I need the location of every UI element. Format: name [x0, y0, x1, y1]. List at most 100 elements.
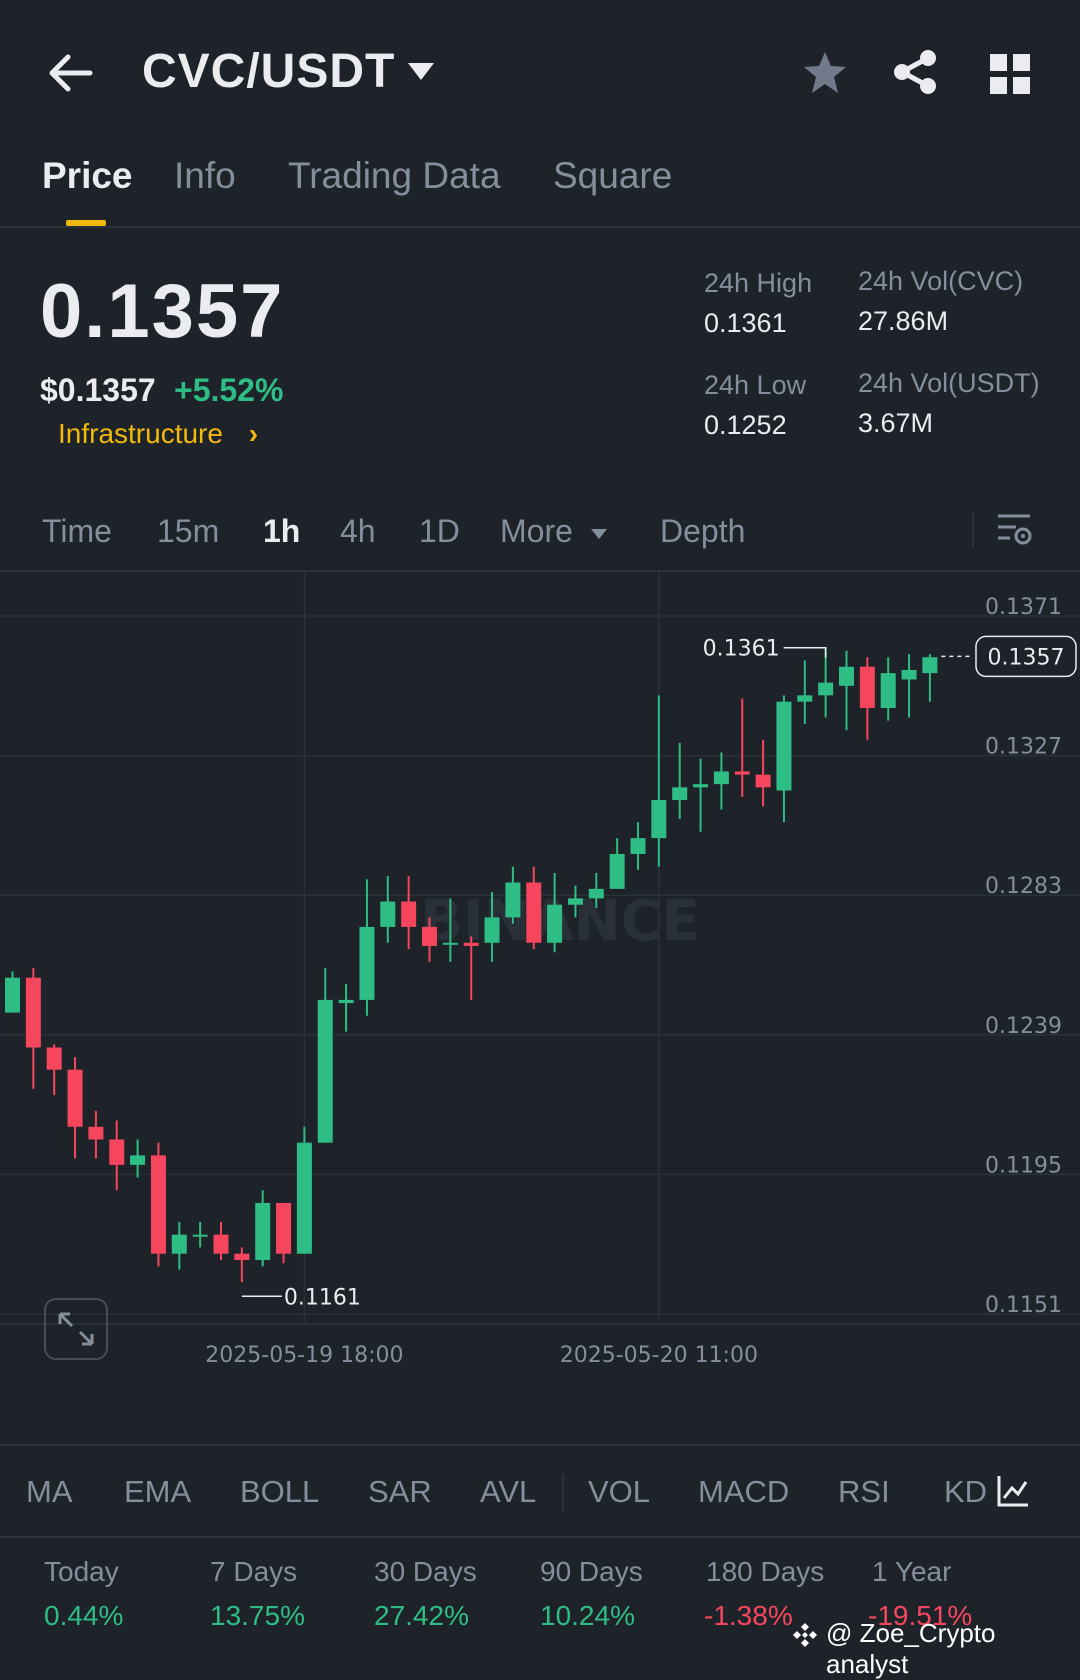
back-arrow-icon[interactable]	[42, 48, 98, 98]
candle-body	[130, 1155, 146, 1165]
grid-icon[interactable]	[990, 54, 1030, 94]
binance-logo-icon	[793, 1623, 817, 1647]
interval-more[interactable]: More	[500, 513, 608, 550]
candle-body	[67, 1069, 83, 1127]
perf-label: 30 Days	[374, 1556, 477, 1587]
candle-body	[693, 784, 709, 788]
candle-body	[859, 666, 875, 709]
indicator-vol[interactable]: VOL	[588, 1474, 651, 1509]
candle-body	[46, 1047, 62, 1070]
chevron-right-icon: ›	[248, 418, 259, 449]
candle-body	[150, 1155, 166, 1254]
perf-label: 90 Days	[540, 1556, 643, 1587]
indicator-boll[interactable]: BOLL	[240, 1474, 320, 1509]
candle-body	[630, 838, 646, 854]
candle-body	[880, 673, 896, 709]
tab-info[interactable]: Info	[174, 155, 236, 196]
fullscreen-button[interactable]	[44, 1298, 108, 1360]
candle-body	[276, 1202, 292, 1254]
perf-label: Today	[44, 1556, 119, 1587]
candle-body	[255, 1202, 271, 1261]
candle-body	[922, 657, 938, 674]
chart-settings-icon[interactable]	[996, 510, 1032, 548]
usd-price: $0.1357	[40, 372, 156, 408]
indicator-avl[interactable]: AVL	[480, 1474, 537, 1509]
y-tick-label: 0.1371	[985, 595, 1062, 620]
indicator-sar[interactable]: SAR	[368, 1474, 432, 1509]
credit-watermark: @ Zoe_Crypto analyst	[826, 1618, 996, 1679]
indicator-ema[interactable]: EMA	[124, 1474, 192, 1509]
perf-value: 27.42%	[374, 1600, 469, 1631]
performance-top-divider	[0, 1536, 1080, 1538]
candle-body	[588, 888, 604, 899]
low-value: 0.1252	[704, 410, 787, 440]
y-tick-label: 0.1195	[985, 1153, 1062, 1178]
indicator-ma[interactable]: MA	[26, 1474, 73, 1509]
vol-quote-value: 3.67M	[858, 408, 934, 438]
chart-top-divider	[0, 570, 1080, 572]
perf-value: -19.51%	[868, 1600, 973, 1631]
interval-4h[interactable]: 4h	[340, 513, 376, 549]
sector-label: Infrastructure	[58, 418, 223, 449]
candle-body	[463, 942, 479, 946]
indicator-settings-icon[interactable]	[996, 1474, 1030, 1508]
candle-body	[442, 942, 458, 945]
vol-quote-label: 24h Vol(USDT)	[858, 368, 1040, 398]
price-change-percent: +5.52%	[174, 372, 284, 408]
indicator-macd[interactable]: MACD	[698, 1474, 790, 1509]
interval-1h[interactable]: 1h	[263, 513, 301, 549]
indicator-rsi[interactable]: RSI	[838, 1474, 890, 1509]
candle-body	[505, 882, 521, 918]
perf-value: 0.44%	[44, 1600, 124, 1631]
indicator-top-divider	[0, 1444, 1080, 1446]
candle-body	[901, 669, 917, 680]
min-price-label: 0.1161	[284, 1285, 361, 1310]
share-icon[interactable]	[892, 48, 938, 96]
interval-time[interactable]: Time	[42, 513, 112, 549]
tab-price[interactable]: Price	[42, 155, 133, 196]
candle-body	[171, 1234, 187, 1254]
y-tick-label: 0.1327	[985, 735, 1062, 760]
interval-1d[interactable]: 1D	[419, 513, 460, 549]
interval-15m[interactable]: 15m	[157, 513, 220, 549]
candle-body	[5, 977, 20, 1013]
candle-body	[567, 898, 583, 905]
trading-pair-title[interactable]: CVC/USDT	[142, 45, 396, 98]
candle-body	[317, 999, 333, 1143]
indicator-kd[interactable]: KD	[944, 1474, 988, 1509]
candle-body	[234, 1253, 250, 1261]
candle-body	[672, 787, 688, 801]
high-label: 24h High	[704, 268, 813, 298]
caret-down-icon[interactable]	[406, 60, 436, 84]
interval-depth[interactable]: Depth	[660, 513, 746, 549]
current-price-tag	[975, 635, 1077, 678]
low-label: 24h Low	[704, 370, 807, 400]
candle-body	[651, 800, 667, 839]
perf-label: 180 Days	[706, 1556, 825, 1587]
caret-down-icon	[590, 528, 607, 539]
perf-label: 1 Year	[872, 1556, 952, 1587]
tab-trading-data[interactable]: Trading Data	[288, 155, 501, 196]
candle-body	[296, 1142, 312, 1254]
indicator-separator	[562, 1474, 564, 1512]
star-icon[interactable]	[802, 50, 848, 96]
perf-value: 13.75%	[210, 1600, 305, 1631]
x-tick-label: 2025-05-20 11:00	[560, 1343, 758, 1368]
perf-value: -1.38%	[704, 1600, 793, 1631]
more-label: More	[500, 513, 573, 549]
sector-link[interactable]: Infrastructure ›	[58, 418, 258, 450]
top-bar: CVC/USDT	[0, 0, 1080, 140]
tabs-divider	[0, 226, 1080, 228]
candle-body	[797, 695, 813, 702]
candle-body	[422, 926, 437, 946]
y-tick-label: 0.1239	[985, 1014, 1062, 1039]
candle-body	[526, 882, 542, 943]
y-tick-label: 0.1283	[985, 874, 1062, 899]
candle-body	[359, 926, 375, 1000]
y-tick-label: 0.1151	[985, 1293, 1062, 1318]
candle-body	[109, 1139, 125, 1165]
candle-body	[192, 1234, 208, 1237]
candlestick-chart[interactable]: 0.1371 0.1327 0.1283 0.1239 0.1195 0.1151 2025…	[0, 572, 1080, 1402]
tab-square[interactable]: Square	[553, 155, 673, 196]
last-price: 0.1357	[40, 269, 285, 354]
